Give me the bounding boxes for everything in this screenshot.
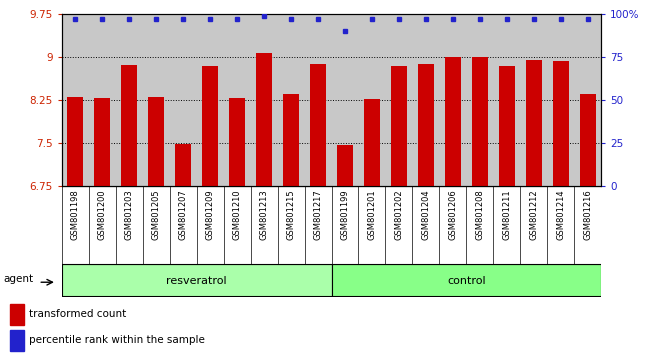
Text: percentile rank within the sample: percentile rank within the sample <box>29 335 205 346</box>
Bar <box>121 64 137 354</box>
Bar <box>391 66 407 354</box>
Bar <box>310 64 326 354</box>
Text: GSM801215: GSM801215 <box>287 190 296 240</box>
Text: GSM801210: GSM801210 <box>233 190 242 240</box>
Text: GSM801204: GSM801204 <box>421 190 430 240</box>
Bar <box>148 97 164 354</box>
Text: GSM801213: GSM801213 <box>259 190 268 240</box>
Text: GSM801198: GSM801198 <box>71 190 80 240</box>
Bar <box>445 57 461 354</box>
Bar <box>256 53 272 354</box>
Text: GSM801208: GSM801208 <box>475 190 484 240</box>
Bar <box>10 330 24 350</box>
Text: GSM801207: GSM801207 <box>179 190 188 240</box>
Bar <box>229 98 245 354</box>
Text: transformed count: transformed count <box>29 309 127 319</box>
Text: GSM801205: GSM801205 <box>151 190 161 240</box>
Bar <box>62 264 332 297</box>
Bar <box>499 66 515 354</box>
Text: control: control <box>447 275 486 286</box>
Bar <box>526 60 542 354</box>
Text: GSM801202: GSM801202 <box>395 190 404 240</box>
Bar <box>552 61 569 354</box>
Text: GSM801199: GSM801199 <box>341 190 350 240</box>
Text: GSM801217: GSM801217 <box>313 190 322 240</box>
Text: GSM801200: GSM801200 <box>98 190 107 240</box>
Bar <box>580 94 596 354</box>
Bar <box>175 144 191 354</box>
Text: agent: agent <box>3 274 33 284</box>
Bar <box>10 304 24 325</box>
Bar <box>364 99 380 354</box>
Bar <box>418 64 434 354</box>
Bar <box>67 97 83 354</box>
Text: GSM801212: GSM801212 <box>529 190 538 240</box>
Bar <box>332 264 601 297</box>
Text: GSM801203: GSM801203 <box>125 190 134 240</box>
Bar <box>94 98 111 354</box>
Text: GSM801216: GSM801216 <box>583 190 592 240</box>
Bar <box>202 66 218 354</box>
Text: GSM801211: GSM801211 <box>502 190 512 240</box>
Text: GSM801209: GSM801209 <box>205 190 214 240</box>
Text: GSM801214: GSM801214 <box>556 190 566 240</box>
Bar <box>337 145 353 354</box>
Bar <box>283 94 299 354</box>
Bar <box>472 57 488 354</box>
Text: resveratrol: resveratrol <box>166 275 227 286</box>
Text: GSM801201: GSM801201 <box>367 190 376 240</box>
Text: GSM801206: GSM801206 <box>448 190 458 240</box>
